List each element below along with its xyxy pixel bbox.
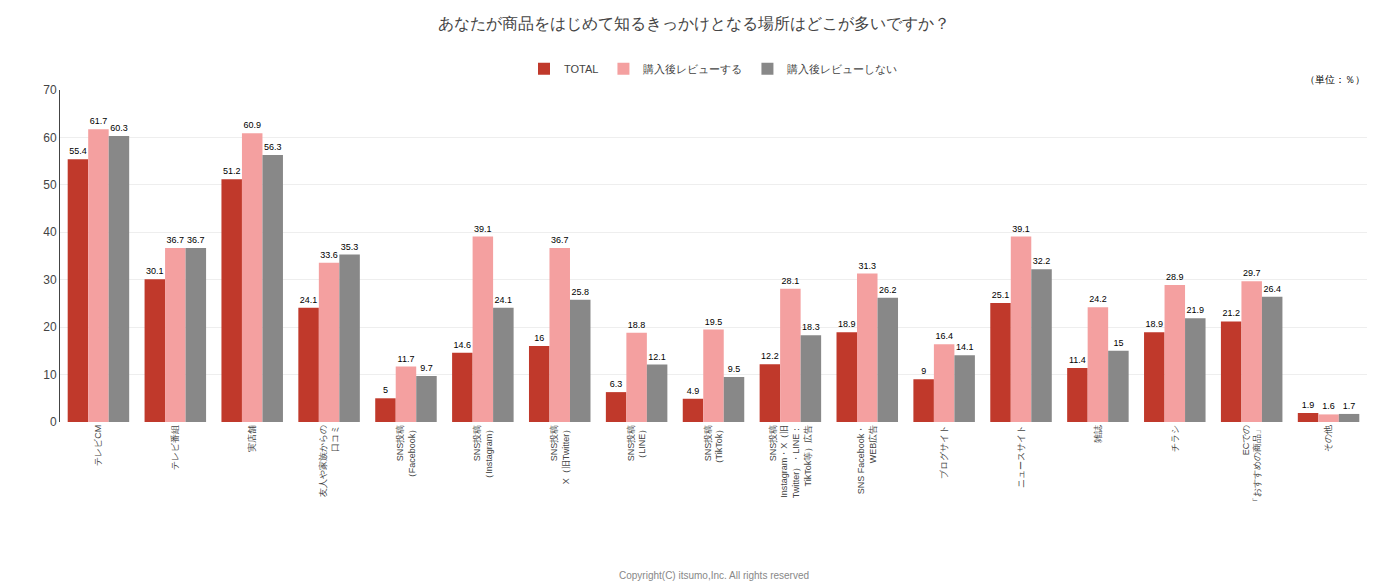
svg-text:19.5: 19.5 bbox=[705, 317, 723, 327]
svg-text:31.3: 31.3 bbox=[858, 261, 876, 271]
svg-text:61.7: 61.7 bbox=[90, 116, 108, 126]
svg-text:あなたが商品をはじめて知るきっかけとなる場所はどこが多いです: あなたが商品をはじめて知るきっかけとなる場所はどこが多いですか？ bbox=[438, 15, 950, 32]
svg-text:35.3: 35.3 bbox=[341, 242, 359, 252]
svg-text:39.1: 39.1 bbox=[474, 224, 492, 234]
svg-text:18.8: 18.8 bbox=[628, 320, 646, 330]
svg-text:21.2: 21.2 bbox=[1222, 308, 1240, 318]
svg-text:60: 60 bbox=[43, 131, 57, 145]
svg-text:60.3: 60.3 bbox=[110, 123, 128, 133]
svg-text:25.8: 25.8 bbox=[571, 287, 589, 297]
svg-text:28.1: 28.1 bbox=[782, 276, 800, 286]
svg-text:15: 15 bbox=[1113, 338, 1123, 348]
svg-text:18.9: 18.9 bbox=[1146, 319, 1164, 329]
svg-text:28.9: 28.9 bbox=[1166, 272, 1184, 282]
svg-text:36.7: 36.7 bbox=[187, 235, 205, 245]
svg-text:実店舗: 実店舗 bbox=[247, 425, 257, 452]
svg-text:0: 0 bbox=[50, 415, 57, 429]
svg-text:70: 70 bbox=[43, 83, 57, 97]
svg-text:26.4: 26.4 bbox=[1263, 284, 1281, 294]
svg-text:1.6: 1.6 bbox=[1322, 401, 1335, 411]
svg-text:1.9: 1.9 bbox=[1302, 400, 1315, 410]
svg-text:30: 30 bbox=[43, 273, 57, 287]
svg-text:雑誌: 雑誌 bbox=[1093, 425, 1103, 443]
svg-text:SNS投稿Instagram・X（旧Twitter）・LIN: SNS投稿Instagram・X（旧Twitter）・LINE：TikTok等）… bbox=[768, 425, 813, 499]
svg-text:9.5: 9.5 bbox=[728, 364, 741, 374]
svg-text:6.3: 6.3 bbox=[610, 379, 623, 389]
svg-text:36.7: 36.7 bbox=[551, 235, 569, 245]
svg-text:テレビCM: テレビCM bbox=[93, 425, 103, 466]
svg-text:55.4: 55.4 bbox=[69, 146, 87, 156]
svg-text:友人や家族からの口コミ: 友人や家族からの口コミ bbox=[318, 425, 340, 497]
svg-text:チラシ: チラシ bbox=[1170, 425, 1180, 452]
svg-text:12.1: 12.1 bbox=[648, 352, 666, 362]
svg-text:39.1: 39.1 bbox=[1012, 224, 1030, 234]
svg-text:36.7: 36.7 bbox=[167, 235, 185, 245]
svg-text:TOTAL: TOTAL bbox=[564, 63, 598, 75]
svg-text:33.6: 33.6 bbox=[320, 250, 338, 260]
svg-text:21.9: 21.9 bbox=[1187, 305, 1205, 315]
svg-text:その他: その他 bbox=[1323, 425, 1333, 452]
svg-text:60.9: 60.9 bbox=[243, 120, 261, 130]
svg-text:14.1: 14.1 bbox=[956, 342, 974, 352]
svg-text:SNS投稿（Facebook）: SNS投稿（Facebook） bbox=[395, 425, 417, 483]
svg-text:26.2: 26.2 bbox=[879, 285, 897, 295]
svg-text:9: 9 bbox=[921, 366, 926, 376]
svg-text:（単位：％）: （単位：％） bbox=[1305, 74, 1365, 85]
svg-text:14.6: 14.6 bbox=[454, 340, 472, 350]
svg-text:16.4: 16.4 bbox=[935, 331, 953, 341]
svg-text:ブログサイト: ブログサイト bbox=[939, 425, 949, 479]
svg-text:購入後レビューしない: 購入後レビューしない bbox=[787, 63, 897, 75]
svg-text:SNS投稿（LINE）: SNS投稿（LINE） bbox=[626, 425, 648, 463]
svg-text:24.1: 24.1 bbox=[300, 295, 318, 305]
svg-text:29.7: 29.7 bbox=[1243, 268, 1261, 278]
svg-text:10: 10 bbox=[43, 368, 57, 382]
svg-text:1.7: 1.7 bbox=[1343, 401, 1356, 411]
svg-text:18.3: 18.3 bbox=[802, 322, 820, 332]
svg-text:Copyright(C) itsumo,Inc. All r: Copyright(C) itsumo,Inc. All rights rese… bbox=[619, 570, 809, 581]
svg-text:4.9: 4.9 bbox=[687, 386, 700, 396]
svg-text:30.1: 30.1 bbox=[146, 266, 164, 276]
svg-text:ニュースサイト: ニュースサイト bbox=[1016, 425, 1026, 488]
svg-text:51.2: 51.2 bbox=[223, 166, 241, 176]
svg-text:18.9: 18.9 bbox=[838, 319, 856, 329]
svg-text:32.2: 32.2 bbox=[1033, 256, 1051, 266]
svg-text:SNS投稿（Instagram）: SNS投稿（Instagram） bbox=[472, 425, 494, 483]
svg-text:購入後レビューする: 購入後レビューする bbox=[643, 63, 742, 76]
svg-text:ECでの「おすすめの商品」: ECでの「おすすめの商品」 bbox=[1241, 425, 1263, 506]
svg-text:11.4: 11.4 bbox=[1069, 355, 1086, 365]
svg-text:12.2: 12.2 bbox=[761, 351, 779, 361]
svg-text:24.2: 24.2 bbox=[1089, 294, 1107, 304]
svg-text:5: 5 bbox=[383, 385, 388, 395]
svg-text:SNS投稿（TikTok）: SNS投稿（TikTok） bbox=[703, 425, 725, 469]
svg-text:20: 20 bbox=[43, 320, 57, 334]
svg-text:11.7: 11.7 bbox=[398, 354, 415, 364]
svg-text:24.1: 24.1 bbox=[495, 295, 513, 305]
svg-text:SNS Facebook・WEB広告: SNS Facebook・WEB広告 bbox=[856, 425, 878, 495]
svg-text:9.7: 9.7 bbox=[420, 363, 433, 373]
svg-text:25.1: 25.1 bbox=[992, 290, 1010, 300]
svg-text:SNS投稿X（旧Twitter）: SNS投稿X（旧Twitter） bbox=[549, 425, 571, 485]
svg-text:テレビ番組: テレビ番組 bbox=[170, 425, 180, 470]
svg-text:50: 50 bbox=[43, 178, 57, 192]
svg-text:16: 16 bbox=[534, 333, 544, 343]
svg-text:40: 40 bbox=[43, 225, 57, 239]
svg-text:56.3: 56.3 bbox=[264, 142, 282, 152]
